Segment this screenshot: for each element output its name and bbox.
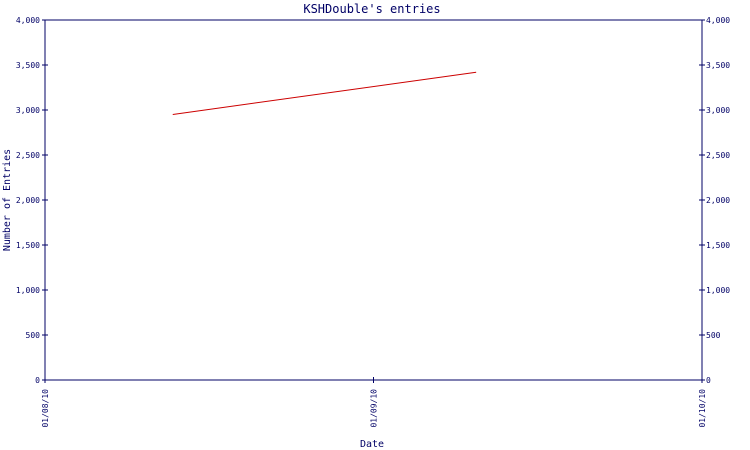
x-tick-label: 01/09/10: [370, 389, 379, 428]
right-y-tick-label: 3,500: [706, 61, 730, 70]
series-layer: [172, 71, 477, 115]
left-y-tick-label: 1,500: [16, 241, 40, 250]
x-tick-label: 01/08/10: [41, 389, 50, 428]
right-y-tick-label: 1,000: [706, 286, 730, 295]
y-axis-title: Number of Entries: [2, 149, 13, 251]
left-y-tick-label: 3,500: [16, 61, 40, 70]
right-y-tick-label: 3,000: [706, 106, 730, 115]
left-y-tick-label: 500: [26, 331, 41, 340]
x-tick-label: 01/10/10: [698, 389, 707, 428]
right-y-axis-ticks: 0 500 1,000 1,500 2,000 2,500 3,000 3,500 4,000: [699, 16, 730, 385]
left-y-axis-ticks: 0 500 1,000 1,500 2,000 2,500 3,000 3,500 4,000: [16, 16, 48, 385]
right-y-tick-label: 4,000: [706, 16, 730, 25]
left-y-tick-label: 0: [35, 376, 40, 385]
right-y-tick-label: 500: [706, 331, 721, 340]
left-y-tick-label: 2,000: [16, 196, 40, 205]
right-y-tick-label: 0: [706, 376, 711, 385]
left-y-tick-label: 2,500: [16, 151, 40, 160]
series-line: [172, 71, 477, 115]
plot-frame: [44, 19, 703, 381]
left-y-tick-label: 3,000: [16, 106, 40, 115]
left-y-tick-label: 4,000: [16, 16, 40, 25]
right-y-tick-label: 2,000: [706, 196, 730, 205]
left-y-tick-label: 1,000: [16, 286, 40, 295]
chart-title: KSHDouble's entries: [303, 2, 440, 16]
x-axis-ticks: 01/08/10 01/09/10 01/10/10: [41, 377, 707, 428]
x-axis-title: Date: [360, 439, 384, 450]
right-y-tick-label: 1,500: [706, 241, 730, 250]
right-y-tick-label: 2,500: [706, 151, 730, 160]
